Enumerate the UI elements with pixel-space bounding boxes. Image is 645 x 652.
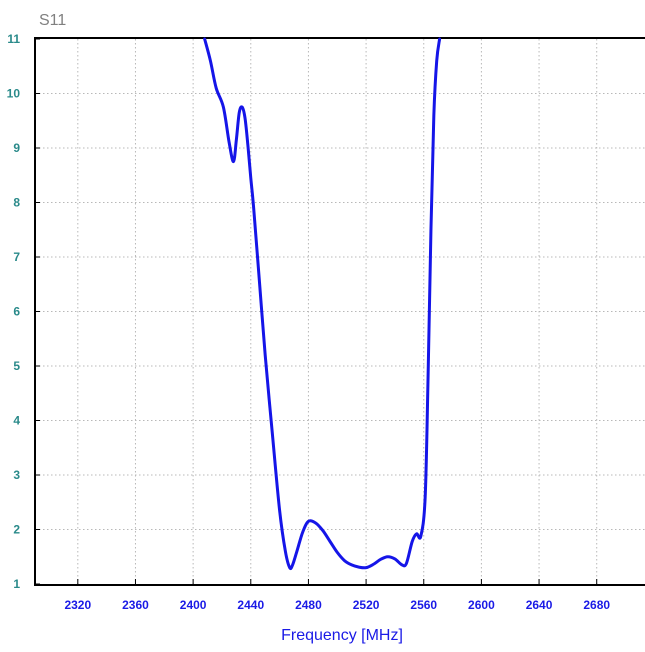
x-tick-label: 2640 bbox=[526, 598, 553, 612]
x-axis-label: Frequency [MHz] bbox=[281, 627, 403, 644]
y-tick-label: 8 bbox=[13, 196, 20, 210]
x-tick-labels: 2320 2360 2400 2440 2480 2520 2560 2600 2640 2680 bbox=[64, 598, 610, 612]
s11-series-line bbox=[203, 37, 442, 571]
x-tick-label: 2520 bbox=[353, 598, 380, 612]
x-tick-label: 2440 bbox=[237, 598, 264, 612]
y-tick-label: 2 bbox=[13, 523, 20, 537]
series-layer bbox=[203, 37, 442, 571]
x-tick-label: 2480 bbox=[295, 598, 322, 612]
y-tick-label: 5 bbox=[13, 359, 20, 373]
y-tick-label: 7 bbox=[13, 250, 20, 264]
y-tick-label: 6 bbox=[13, 305, 20, 319]
y-tick-label: 10 bbox=[7, 87, 21, 101]
axis-ticks bbox=[35, 38, 598, 585]
x-tick-label: 2360 bbox=[122, 598, 149, 612]
y-tick-label: 1 bbox=[13, 577, 20, 591]
x-tick-label: 2560 bbox=[410, 598, 437, 612]
x-tick-label: 2400 bbox=[180, 598, 207, 612]
x-tick-label: 2600 bbox=[468, 598, 495, 612]
y-tick-labels: 1 2 3 4 5 6 7 8 9 10 11 bbox=[7, 32, 21, 591]
grid bbox=[35, 39, 645, 584]
y-tick-label: 3 bbox=[13, 468, 20, 482]
x-tick-label: 2320 bbox=[64, 598, 91, 612]
y-tick-label: 11 bbox=[7, 32, 20, 46]
y-tick-label: 4 bbox=[13, 414, 20, 428]
y-tick-label: 9 bbox=[13, 141, 20, 155]
x-tick-label: 2680 bbox=[583, 598, 610, 612]
chart-title: S11 bbox=[39, 12, 66, 29]
